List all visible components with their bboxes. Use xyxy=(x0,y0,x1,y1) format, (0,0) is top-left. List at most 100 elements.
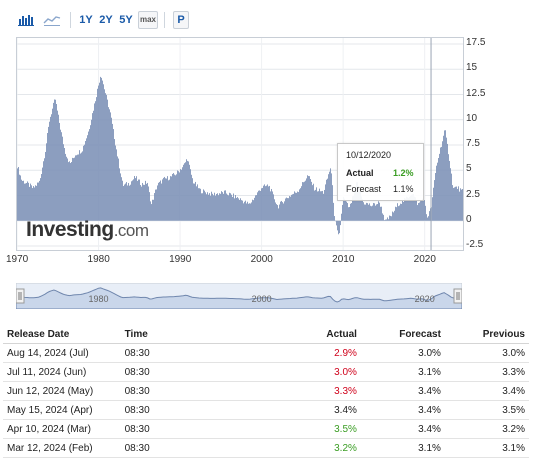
chart-bar[interactable] xyxy=(325,184,326,221)
chart-bar[interactable] xyxy=(49,121,50,221)
chart-bar[interactable] xyxy=(443,135,444,221)
chart-bar[interactable] xyxy=(276,204,277,221)
chart-bar[interactable] xyxy=(179,172,180,221)
chart-bar[interactable] xyxy=(455,186,456,221)
chart-bar[interactable] xyxy=(146,183,147,221)
chart-bar[interactable] xyxy=(342,204,343,221)
chart-bar[interactable] xyxy=(182,167,183,221)
chart-bar[interactable] xyxy=(167,176,168,221)
chart-bar[interactable] xyxy=(434,180,435,221)
chart-bar[interactable] xyxy=(90,125,91,221)
chart-bar[interactable] xyxy=(351,203,352,221)
chart-bar[interactable] xyxy=(116,149,117,221)
chart-bar[interactable] xyxy=(262,187,263,221)
chart-bar[interactable] xyxy=(102,80,103,221)
chart-bar[interactable] xyxy=(320,191,321,221)
chart-bar[interactable] xyxy=(38,182,39,221)
chart-bar[interactable] xyxy=(217,193,218,221)
chart-bar[interactable] xyxy=(268,186,269,221)
chart-bar[interactable] xyxy=(412,194,413,221)
chart-bar[interactable] xyxy=(189,164,190,221)
chart-bar[interactable] xyxy=(328,174,329,221)
chart-bar[interactable] xyxy=(131,181,132,221)
chart-bar[interactable] xyxy=(188,161,189,221)
chart-bar[interactable] xyxy=(362,199,363,221)
chart-bar[interactable] xyxy=(405,198,406,221)
chart-bar[interactable] xyxy=(394,210,395,221)
chart-bar[interactable] xyxy=(390,215,391,221)
chart-bar[interactable] xyxy=(88,131,89,221)
chart-bar[interactable] xyxy=(366,202,367,221)
chart-bar[interactable] xyxy=(180,169,181,221)
chart-bar[interactable] xyxy=(73,158,74,221)
chart-bar[interactable] xyxy=(425,205,426,221)
chart-bar[interactable] xyxy=(322,190,323,221)
chart-bar[interactable] xyxy=(42,167,43,221)
chart-bar[interactable] xyxy=(413,193,414,221)
chart-bar[interactable] xyxy=(427,217,428,221)
chart-bar[interactable] xyxy=(197,184,198,221)
chart-bar[interactable] xyxy=(82,151,83,221)
chart-bar[interactable] xyxy=(204,190,205,221)
chart-bar[interactable] xyxy=(218,195,219,221)
chart-bar[interactable] xyxy=(20,175,21,221)
chart-bar[interactable] xyxy=(267,184,268,221)
chart-bar[interactable] xyxy=(174,174,175,221)
chart-bar[interactable] xyxy=(68,162,69,221)
chart-bar[interactable] xyxy=(334,216,335,221)
chart-bar[interactable] xyxy=(445,130,446,221)
chart-bar[interactable] xyxy=(402,199,403,221)
chart-bar[interactable] xyxy=(25,183,26,221)
chart-bar[interactable] xyxy=(441,146,442,221)
chart-bar[interactable] xyxy=(149,192,150,221)
chart-bar[interactable] xyxy=(337,220,338,231)
chart-bar[interactable] xyxy=(296,192,297,221)
chart-bar[interactable] xyxy=(74,157,75,221)
chart-bar[interactable] xyxy=(209,193,210,221)
chart-bar[interactable] xyxy=(62,136,63,221)
chart-bar[interactable] xyxy=(78,154,79,221)
chart-bar[interactable] xyxy=(419,202,420,221)
chart-bar[interactable] xyxy=(176,174,177,221)
chart-bar[interactable] xyxy=(168,180,169,221)
chart-bar[interactable] xyxy=(46,143,47,221)
chart-bar[interactable] xyxy=(358,185,359,221)
chart-bar[interactable] xyxy=(269,185,270,221)
chart-bar[interactable] xyxy=(305,180,306,221)
chart-bar[interactable] xyxy=(298,192,299,221)
chart-bar[interactable] xyxy=(164,176,165,221)
chart-bar[interactable] xyxy=(272,191,273,221)
chart-bar[interactable] xyxy=(376,204,377,221)
chart-bar[interactable] xyxy=(212,193,213,221)
chart-bar[interactable] xyxy=(43,161,44,221)
header-previous[interactable]: Previous xyxy=(444,326,529,344)
chart-bar[interactable] xyxy=(172,173,173,221)
chart-bar[interactable] xyxy=(97,88,98,221)
chart-bar[interactable] xyxy=(175,175,176,221)
chart-bar[interactable] xyxy=(216,194,217,221)
chart-bar[interactable] xyxy=(92,113,93,221)
chart-bar[interactable] xyxy=(221,191,222,221)
chart-bar[interactable] xyxy=(407,197,408,221)
chart-bar[interactable] xyxy=(446,137,447,221)
chart-bar[interactable] xyxy=(18,167,19,221)
chart-bar[interactable] xyxy=(297,191,298,221)
chart-bar[interactable] xyxy=(283,203,284,221)
chart-bar[interactable] xyxy=(140,185,141,221)
chart-bar[interactable] xyxy=(128,182,129,221)
chart-bar[interactable] xyxy=(205,192,206,221)
chart-bar[interactable] xyxy=(154,193,155,221)
chart-bar[interactable] xyxy=(381,206,382,221)
chart-bar[interactable] xyxy=(211,191,212,221)
chart-bar[interactable] xyxy=(395,206,396,221)
chart-bar[interactable] xyxy=(223,193,224,221)
chart-bar[interactable] xyxy=(133,179,134,221)
chart-bar[interactable] xyxy=(208,194,209,221)
chart-bar[interactable] xyxy=(363,202,364,221)
header-release-date[interactable]: Release Date xyxy=(3,326,121,344)
chart-bar[interactable] xyxy=(178,171,179,221)
chart-bar[interactable] xyxy=(372,205,373,221)
chart-bar[interactable] xyxy=(226,193,227,221)
chart-bar[interactable] xyxy=(206,194,207,221)
chart-bar[interactable] xyxy=(160,180,161,221)
